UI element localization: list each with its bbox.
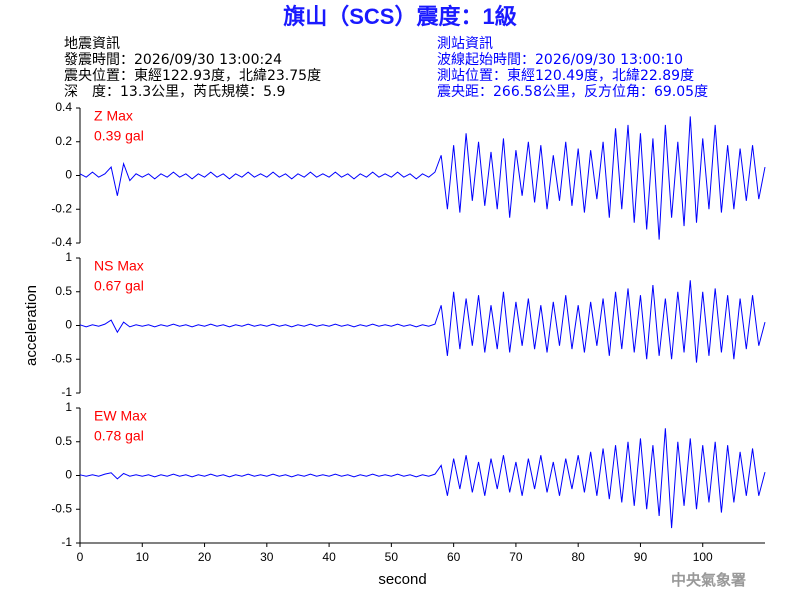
- y-tick-label: -0.5: [51, 501, 72, 515]
- waveform: [79, 116, 766, 240]
- y-tick-label: -0.4: [51, 235, 72, 249]
- header-left-line: 發震時間：2026/09/30 13:00:24: [64, 52, 282, 68]
- header-right-line: 波線起始時間：2026/09/30 13:00:10: [437, 52, 683, 68]
- y-tick-label: 0: [65, 468, 72, 482]
- header-left-line: 深 度：13.3公里，芮氏規模：5.9: [64, 83, 285, 100]
- y-tick-label: -1: [61, 385, 72, 399]
- x-tick-label: 30: [260, 550, 274, 564]
- y-tick-label: 0.5: [55, 434, 72, 448]
- x-tick-label: 90: [634, 550, 648, 564]
- header-left-line: 震央位置：東經122.93度，北緯23.75度: [64, 68, 321, 84]
- panel-max: 0.39 gal: [94, 128, 144, 144]
- y-axis-label: acceleration: [23, 285, 40, 366]
- x-tick-label: 0: [77, 550, 84, 564]
- x-tick-label: 40: [322, 550, 336, 564]
- y-tick-label: 0.4: [55, 100, 72, 114]
- panel-max: 0.78 gal: [94, 428, 144, 444]
- y-tick-label: -0.5: [51, 351, 72, 365]
- y-tick-label: 0.2: [55, 134, 72, 148]
- y-tick-label: 1: [65, 250, 72, 264]
- waveform: [79, 280, 766, 363]
- title: 旗山（SCS）震度：1級: [283, 4, 516, 29]
- y-tick-label: 0: [65, 318, 72, 332]
- y-tick-label: 0.5: [55, 284, 72, 298]
- x-axis-label: second: [378, 571, 426, 588]
- header-right-line: 測站資訊: [437, 36, 493, 52]
- y-tick-label: -0.2: [51, 201, 72, 215]
- x-tick-label: 50: [385, 550, 399, 564]
- x-tick-label: 20: [198, 550, 212, 564]
- header-right-line: 震央距：266.58公里，反方位角：69.05度: [437, 84, 708, 100]
- x-tick-label: 10: [136, 550, 150, 564]
- y-tick-label: 1: [65, 400, 72, 414]
- y-tick-label: -1: [61, 535, 72, 549]
- footer: 中央氣象署: [671, 571, 746, 589]
- x-tick-label: 70: [509, 550, 523, 564]
- panel-max: 0.67 gal: [94, 278, 144, 294]
- header-left-line: 地震資訊: [64, 36, 120, 52]
- panel-label: Z Max: [94, 108, 133, 124]
- panel-label: EW Max: [94, 408, 147, 424]
- panel-label: NS Max: [94, 258, 144, 274]
- waveform: [79, 428, 766, 529]
- header-right-line: 測站位置：東經120.49度，北緯22.89度: [437, 68, 694, 84]
- x-tick-label: 100: [693, 550, 713, 564]
- x-tick-label: 60: [447, 550, 461, 564]
- x-tick-label: 80: [572, 550, 586, 564]
- y-tick-label: 0: [65, 168, 72, 182]
